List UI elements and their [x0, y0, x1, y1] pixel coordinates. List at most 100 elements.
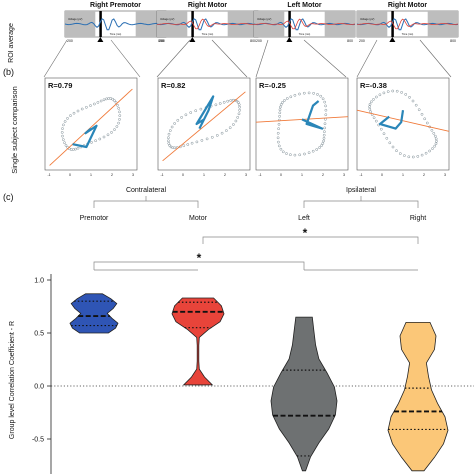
scatter-point [200, 139, 204, 142]
y-tick-label: 0.0 [34, 384, 44, 391]
roi-plot-title: Right Premotor [90, 2, 141, 9]
mini-xlabel: Time (ms) [202, 32, 214, 36]
ipsilateral-label: Ipsilateral [346, 187, 376, 194]
scatter-plot-3: R=-0.25 -1 0 1 2 3 [255, 77, 349, 177]
scatter-point [322, 133, 326, 137]
panel-b-label: (b) [3, 67, 14, 77]
scatter-point [96, 101, 100, 104]
violin-motor [171, 297, 225, 386]
stimulus-arrow [286, 37, 293, 42]
scatter-point [382, 91, 386, 95]
scatter-point [408, 95, 411, 99]
scatter-point [320, 144, 323, 147]
violin-plots [69, 293, 449, 472]
scatter-point [90, 141, 93, 144]
scatter-point [173, 122, 176, 125]
scatter-point [89, 104, 92, 107]
scatter-point [106, 133, 110, 137]
scatter-point [182, 144, 186, 148]
scatter-point [176, 118, 180, 122]
scatter-point [432, 132, 436, 135]
scatter-point [368, 105, 371, 109]
scatter-x-tick: 0 [69, 173, 71, 177]
scatter-point [298, 92, 301, 96]
mini-tick-right: 800 [347, 39, 353, 43]
r-value-label: R=0.82 [161, 81, 185, 90]
scatter-point [433, 134, 437, 138]
panel-c-label: (c) [3, 192, 14, 202]
zoom-connectors [43, 39, 452, 78]
scatter-frame [157, 77, 251, 171]
scatter-point [386, 90, 390, 93]
scatter-point [293, 93, 297, 97]
scatter-point [322, 139, 325, 143]
scatter-x-tick: 1 [90, 173, 92, 177]
scatter-point [235, 99, 239, 103]
scatter-x-tick: -1 [258, 173, 261, 177]
scatter-x-tick: 3 [343, 173, 345, 177]
scatter-point [93, 102, 96, 106]
scatter-point [407, 155, 411, 159]
scatter-point [168, 129, 172, 132]
r-value-label: R=0.79 [48, 81, 72, 90]
scatter-point [391, 89, 395, 93]
scatter-point [215, 134, 219, 137]
scatter-x-tick: 0 [280, 173, 282, 177]
mini-tick-right: 800 [158, 39, 164, 43]
violin-right [387, 322, 449, 472]
trajectory-path [72, 124, 98, 149]
scatter-point [94, 139, 97, 143]
scatter-point [420, 112, 424, 116]
cond-label-left: Left [298, 215, 310, 222]
scatter-point [190, 141, 194, 145]
scatter-point [283, 99, 286, 102]
scatter-point [170, 125, 174, 129]
stimulus-marker [99, 11, 102, 37]
mini-xlabel: Time (ms) [299, 32, 311, 36]
scatter-point [379, 127, 383, 131]
scatter-point [424, 151, 428, 155]
scatter-point [318, 146, 321, 149]
scatter-point [61, 127, 64, 130]
regression-line [162, 91, 246, 162]
scatter-point [113, 128, 116, 131]
scatter-point [277, 127, 280, 131]
scatter-point [218, 102, 222, 105]
scatter-x-tick: 2 [111, 173, 113, 177]
scatter-x-tick: 2 [224, 173, 226, 177]
scatter-point [428, 149, 431, 153]
scatter-point [69, 114, 72, 117]
scatter-point [312, 91, 315, 95]
scatter-point [276, 136, 280, 140]
violin-ylabel: Group level Correlation Coefficient - R [9, 321, 16, 439]
scatter-point [423, 117, 427, 121]
scatter-point [195, 140, 199, 144]
scatter-point [186, 143, 190, 146]
scatter-x-tick: -1 [359, 173, 362, 177]
scatter-point [416, 155, 420, 158]
scatter-point [237, 103, 241, 106]
scatter-point [372, 98, 375, 101]
scatter-point [391, 145, 395, 149]
mini-tick-right: 800 [250, 39, 256, 43]
mini-ylabel: Voltage (μV) [360, 17, 374, 21]
scatter-point [238, 108, 241, 112]
scatter-point [118, 114, 122, 117]
scatter-x-tick: 0 [381, 173, 383, 177]
scatter-point [229, 99, 233, 102]
scatter-point [61, 138, 65, 141]
mini-ylabel: Voltage (μV) [68, 17, 82, 21]
sig-star-upper: * [303, 226, 308, 240]
y-tick-label: 1.0 [34, 278, 44, 285]
stimulus-marker [391, 11, 394, 37]
stimulus-arrow [389, 37, 396, 42]
scatter-point [323, 100, 327, 104]
scatter-point [321, 142, 325, 145]
scatter-point [372, 116, 376, 120]
scatter-point [62, 123, 65, 127]
cond-label-motor: Motor [189, 215, 208, 222]
trace-red [156, 18, 259, 30]
scatter-point [374, 119, 378, 123]
